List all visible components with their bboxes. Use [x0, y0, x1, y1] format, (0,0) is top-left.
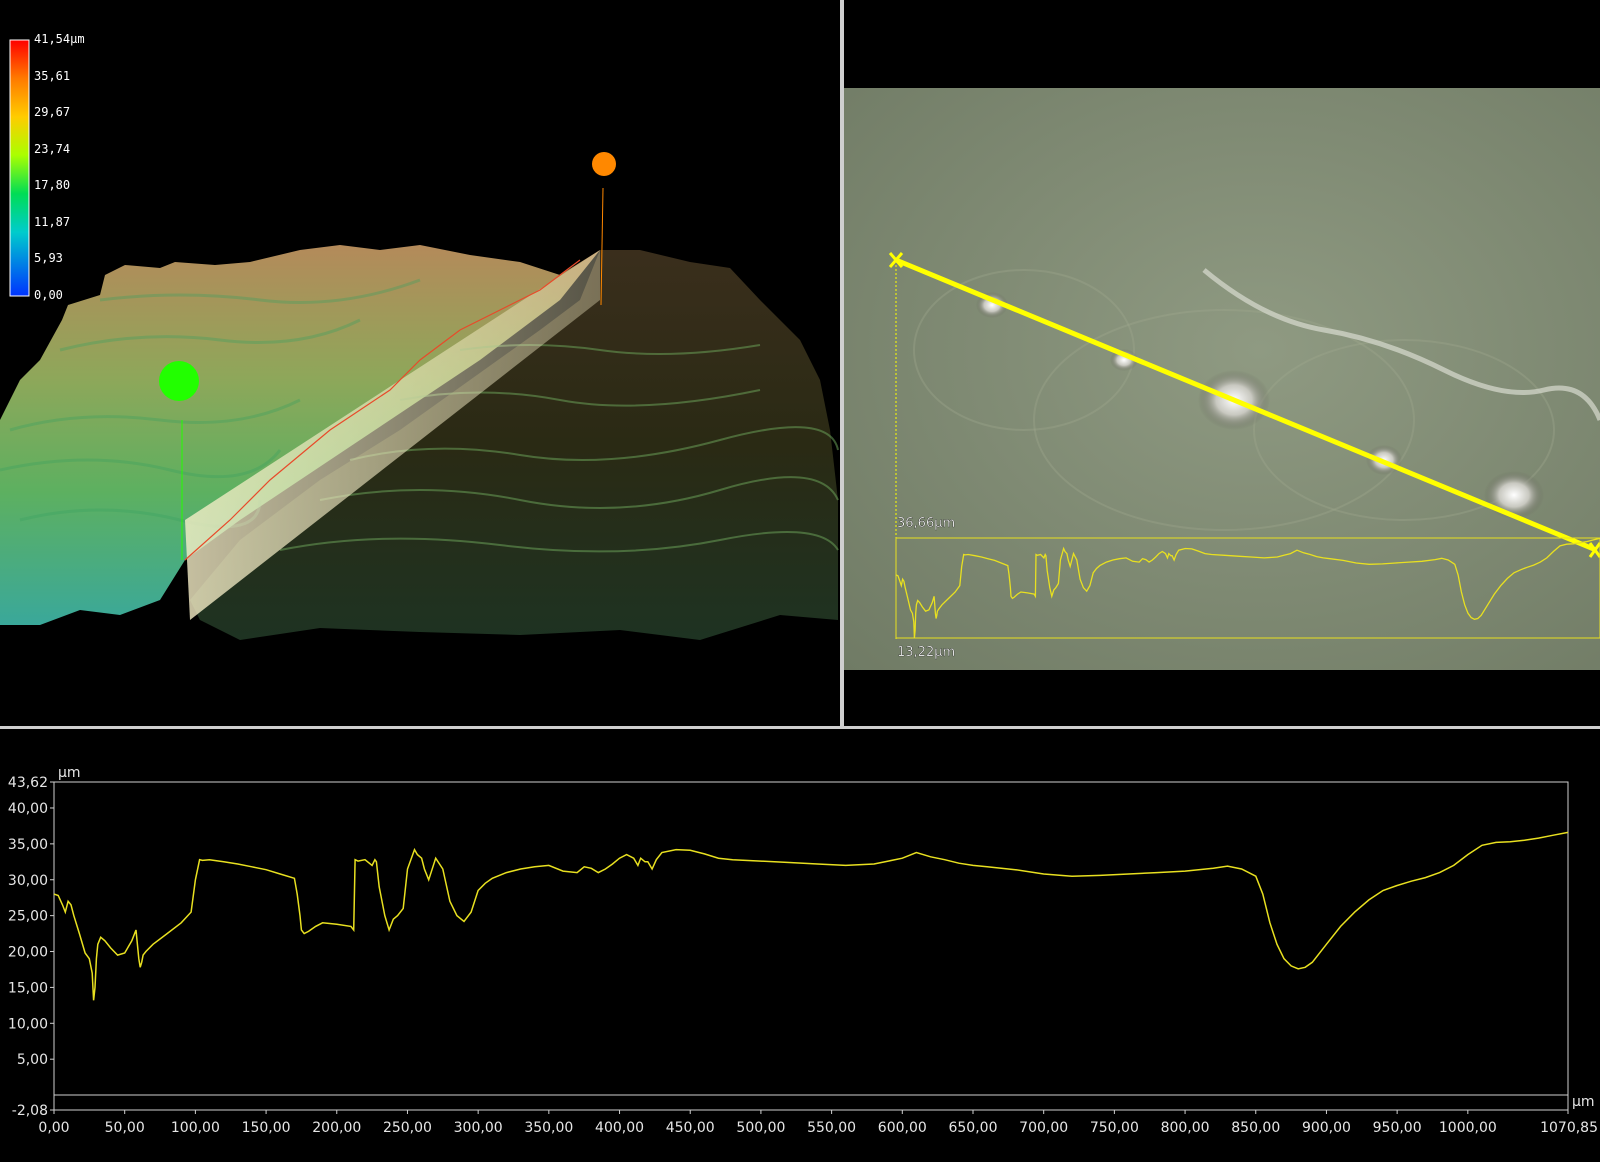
y-tick-label: 43,62 [8, 775, 48, 791]
y-tick-label: 20,00 [8, 945, 48, 961]
y-tick-label: 10,00 [8, 1016, 48, 1032]
inset-max-label: 36,66µm [897, 516, 955, 531]
x-tick-label: 450,00 [666, 1120, 715, 1136]
profile-chart[interactable]: µm µm 43,62 40,00 35,00 30,00 25,00 20,00 15,0… [0, 729, 1600, 1158]
section-plane [185, 250, 600, 620]
x-tick-label: 600,00 [878, 1120, 927, 1136]
measurement-line[interactable] [895, 257, 1597, 553]
legend-label: 23,74 [34, 142, 70, 156]
x-tick-label: 150,00 [242, 1120, 291, 1136]
legend-label: 5,93 [34, 251, 63, 265]
legend-label: 11,87 [34, 215, 70, 229]
x-tick-label: 550,00 [807, 1120, 856, 1136]
x-tick-label: 1070,85 [1540, 1120, 1598, 1136]
defect-spot [1110, 349, 1138, 371]
surface-left-region [0, 245, 600, 625]
legend-label-max: 41,54µm [34, 32, 85, 46]
x-tick-label: 100,00 [171, 1120, 220, 1136]
x-tick-label: 0,00 [38, 1120, 69, 1136]
vertical-splitter[interactable] [840, 0, 844, 726]
micrograph-rings [913, 269, 1555, 531]
x-tick-label: 900,00 [1302, 1120, 1351, 1136]
plot-frame [53, 781, 1569, 1111]
orange-marker-stem [600, 187, 604, 306]
profile-series-line [53, 831, 1569, 1001]
legend-label: 17,80 [34, 178, 70, 192]
y-tick-label: 5,00 [17, 1052, 48, 1068]
orange-marker[interactable] [592, 152, 616, 176]
x-tick-label: 850,00 [1231, 1120, 1280, 1136]
profile-chart-pane[interactable]: µm µm 43,62 40,00 35,00 30,00 25,00 20,00 15,0… [0, 729, 1600, 1158]
x-tick-label: 700,00 [1019, 1120, 1068, 1136]
inset-profile-line [895, 537, 1600, 639]
defect-spot [1484, 471, 1544, 519]
x-tick-label: 350,00 [524, 1120, 573, 1136]
x-tick-label: 500,00 [736, 1120, 785, 1136]
surface-right-region [190, 250, 838, 640]
x-tick-label: 1000,00 [1439, 1120, 1497, 1136]
measurement-end-handle[interactable] [1588, 542, 1600, 558]
x-tick-label: 400,00 [595, 1120, 644, 1136]
x-tick-label: 650,00 [948, 1120, 997, 1136]
x-tick-label: 200,00 [312, 1120, 361, 1136]
x-tick-label: 300,00 [454, 1120, 503, 1136]
green-marker[interactable] [159, 361, 199, 401]
microscope-image-view[interactable]: 36,66µm 13,22µm [844, 0, 1600, 726]
x-axis-unit: µm [1572, 1094, 1595, 1110]
horizontal-splitter[interactable] [0, 726, 1600, 729]
y-tick-label: 40,00 [8, 801, 48, 817]
x-tick-label: 50,00 [105, 1120, 145, 1136]
section-profile-edge [184, 259, 581, 561]
y-tick-label: 30,00 [8, 873, 48, 889]
inset-min-label: 13,22µm [897, 645, 955, 660]
x-tick-label: 750,00 [1090, 1120, 1139, 1136]
measurement-start-handle[interactable] [888, 252, 904, 268]
legend-label: 35,61 [34, 69, 70, 83]
surface-3d-view[interactable]: 41,54µm 35,61 29,67 23,74 17,80 11,87 5,… [0, 0, 840, 726]
surface-3d-canvas[interactable]: 41,54µm 35,61 29,67 23,74 17,80 11,87 5,… [0, 0, 840, 726]
y-axis-unit: µm [58, 765, 81, 781]
x-tick-label: 950,00 [1373, 1120, 1422, 1136]
x-tick-label: 800,00 [1161, 1120, 1210, 1136]
microscope-image-canvas[interactable]: 36,66µm 13,22µm [844, 0, 1600, 726]
x-tick-label: 250,00 [383, 1120, 432, 1136]
legend-label-min: 0,00 [34, 288, 63, 302]
inset-profile-frame [895, 537, 1600, 639]
y-tick-label: 15,00 [8, 980, 48, 996]
y-tick-label: 25,00 [8, 909, 48, 925]
height-color-legend [9, 39, 30, 297]
legend-label: 29,67 [34, 105, 70, 119]
y-tick-label: 35,00 [8, 837, 48, 853]
micrograph-edge-deposit [1202, 268, 1600, 421]
y-tick-label: -2,08 [12, 1103, 48, 1119]
